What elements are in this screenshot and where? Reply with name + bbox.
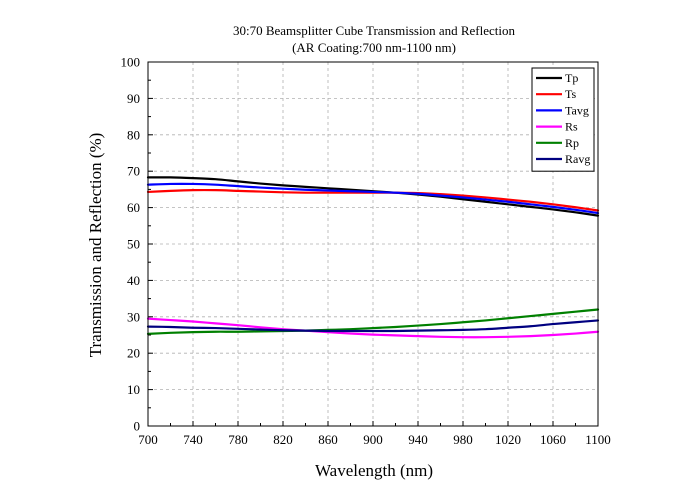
x-tick-label: 860	[318, 432, 338, 447]
x-axis-label: Wavelength (nm)	[315, 461, 433, 480]
x-tick-label: 940	[408, 432, 428, 447]
legend-label-rp: Rp	[565, 136, 579, 150]
x-tick-label: 900	[363, 432, 383, 447]
x-tick-label: 980	[453, 432, 473, 447]
tick-labels: 700 740 780 820 860 900 940 980 1020 1060 11000102…	[121, 55, 611, 448]
x-tick-label: 780	[228, 432, 248, 447]
chart-subtitle: (AR Coating:700 nm-1100 nm)	[292, 40, 456, 55]
series-layer	[146, 176, 600, 339]
series-line-rs	[146, 317, 600, 339]
y-tick-label: 40	[127, 273, 140, 288]
grid	[148, 62, 598, 426]
legend-label-rs: Rs	[565, 120, 578, 134]
series-line-ravg	[146, 319, 600, 333]
series-line-tavg	[146, 182, 600, 215]
x-tick-label: 1060	[540, 432, 566, 447]
legend: Tp Ts Tavg Rs Rp Ravg	[531, 67, 595, 172]
y-axis-label: Transmission and Reflection (%)	[86, 133, 105, 358]
chart-title: 30:70 Beamsplitter Cube Transmission and…	[233, 23, 516, 38]
y-tick-label: 60	[127, 200, 140, 215]
series-line-rp	[146, 308, 600, 336]
y-tick-label: 30	[127, 309, 140, 324]
y-tick-label: 20	[127, 346, 140, 361]
x-tick-label: 1020	[495, 432, 521, 447]
y-tick-label: 100	[121, 55, 141, 70]
y-tick-label: 70	[127, 164, 140, 179]
y-tick-label: 80	[127, 127, 140, 142]
x-tick-label: 700	[138, 432, 158, 447]
y-tick-label: 50	[127, 237, 140, 252]
y-tick-label: 0	[134, 419, 141, 434]
legend-box	[531, 67, 595, 172]
y-tick-label: 90	[127, 91, 140, 106]
legend-label-tp: Tp	[565, 71, 578, 85]
x-tick-label: 820	[273, 432, 293, 447]
legend-label-tavg: Tavg	[565, 103, 589, 117]
legend-label-ts: Ts	[565, 87, 576, 101]
x-tick-label: 740	[183, 432, 203, 447]
y-tick-label: 10	[127, 382, 140, 397]
x-tick-label: 1100	[585, 432, 611, 447]
axes	[147, 61, 599, 427]
legend-label-ravg: Ravg	[565, 152, 590, 166]
